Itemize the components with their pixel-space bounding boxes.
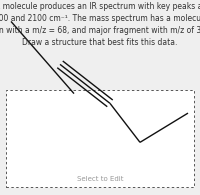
FancyBboxPatch shape bbox=[6, 90, 194, 187]
Text: A molecule produces an IR spectrum with key peaks at
3100 and 2100 cm⁻¹. The mas: A molecule produces an IR spectrum with … bbox=[0, 2, 200, 47]
Text: Select to Edit: Select to Edit bbox=[77, 176, 123, 182]
